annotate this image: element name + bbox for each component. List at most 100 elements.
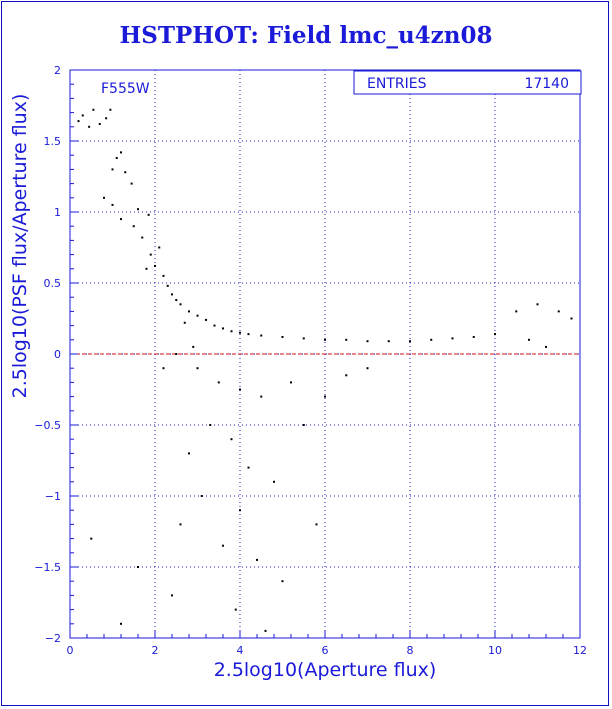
data-point — [145, 267, 148, 270]
data-point — [179, 303, 182, 306]
data-point — [175, 353, 178, 355]
data-point — [302, 424, 305, 426]
data-point — [230, 330, 233, 333]
data-point — [196, 314, 199, 317]
y-tick-label: 0.5 — [44, 277, 62, 290]
data-point — [154, 264, 156, 267]
y-tick-labels: 2 1.5 1 0.5 0 −0.5 −1 −1.5 −2 — [34, 64, 61, 645]
stats-entries-label: ENTRIES — [367, 76, 427, 92]
data-point — [141, 236, 144, 239]
data-point — [324, 395, 326, 398]
data-point — [324, 338, 326, 341]
data-point — [366, 367, 369, 370]
data-point — [315, 523, 318, 526]
data-point — [162, 367, 165, 370]
data-point — [209, 424, 212, 426]
data-point — [183, 321, 186, 324]
data-point — [205, 318, 207, 321]
data-point — [387, 340, 390, 343]
data-point — [120, 218, 122, 221]
data-points — [77, 108, 573, 632]
data-point — [222, 544, 224, 547]
data-point — [149, 253, 152, 256]
data-point — [290, 381, 292, 384]
data-point — [536, 303, 539, 306]
data-point — [111, 203, 114, 206]
y-tick-label: 0 — [54, 348, 61, 361]
data-point — [147, 213, 150, 216]
data-point — [192, 345, 195, 348]
chart-title: HSTPHOT: Field lmc_u4zn08 — [119, 22, 493, 49]
data-point — [98, 122, 101, 125]
data-point — [472, 335, 475, 338]
data-point — [430, 338, 433, 341]
data-point — [494, 333, 496, 336]
data-point — [302, 337, 305, 340]
data-point — [366, 340, 369, 343]
data-point — [137, 208, 139, 211]
data-point — [81, 114, 84, 117]
data-point — [451, 337, 454, 340]
y-tick-label: −1 — [45, 490, 61, 503]
y-tick-label: 1 — [54, 206, 61, 219]
data-point — [345, 374, 348, 377]
stats-entries-value: 17140 — [524, 76, 569, 92]
y-tick-label: −2 — [45, 632, 61, 645]
data-point — [90, 537, 93, 540]
data-point — [188, 452, 190, 455]
data-point — [409, 340, 411, 343]
data-point — [124, 171, 127, 174]
data-point — [570, 317, 573, 320]
y-tick-label: 2 — [54, 64, 61, 77]
data-point — [111, 168, 114, 171]
data-point — [239, 388, 241, 391]
data-point — [273, 480, 275, 483]
data-point — [256, 558, 258, 561]
data-point — [92, 108, 95, 111]
x-tick-label: 2 — [152, 644, 159, 657]
data-point — [281, 335, 284, 338]
data-point — [130, 182, 133, 185]
x-tick-label: 4 — [237, 644, 244, 657]
stats-box: ENTRIES 17140 — [353, 70, 582, 95]
x-tick-label: 0 — [67, 644, 74, 657]
x-tick-label: 6 — [322, 644, 329, 657]
data-point — [200, 495, 203, 497]
data-point — [222, 327, 224, 330]
data-point — [196, 367, 199, 370]
y-tick-label: −1.5 — [34, 561, 61, 574]
data-point — [171, 594, 173, 597]
filter-label: F555W — [101, 81, 150, 97]
data-point — [515, 310, 518, 313]
data-point — [175, 299, 178, 302]
data-point — [247, 466, 250, 469]
data-point — [281, 580, 284, 583]
data-point — [260, 334, 263, 337]
data-point — [264, 629, 267, 632]
data-point — [120, 151, 122, 154]
y-tick-label: 1.5 — [44, 135, 62, 148]
data-point — [230, 438, 233, 441]
data-point — [545, 345, 547, 348]
data-point — [109, 108, 112, 111]
x-tick-label: 10 — [488, 644, 502, 657]
data-point — [103, 196, 105, 199]
data-point — [132, 225, 135, 228]
data-point — [171, 293, 173, 296]
data-point — [105, 117, 108, 120]
data-point — [166, 284, 169, 287]
data-point — [77, 120, 80, 123]
data-point — [88, 125, 91, 128]
stats-box-frame — [353, 70, 582, 95]
data-point — [557, 310, 560, 313]
y-axis-title: 2.5log10(PSF flux/Aperture flux) — [9, 94, 31, 399]
data-point — [345, 338, 348, 341]
data-point — [239, 509, 241, 512]
data-point — [115, 157, 118, 160]
data-point — [260, 395, 263, 398]
y-tick-label: −0.5 — [34, 419, 61, 432]
data-point — [217, 381, 220, 384]
x-tick-label: 8 — [407, 644, 414, 657]
